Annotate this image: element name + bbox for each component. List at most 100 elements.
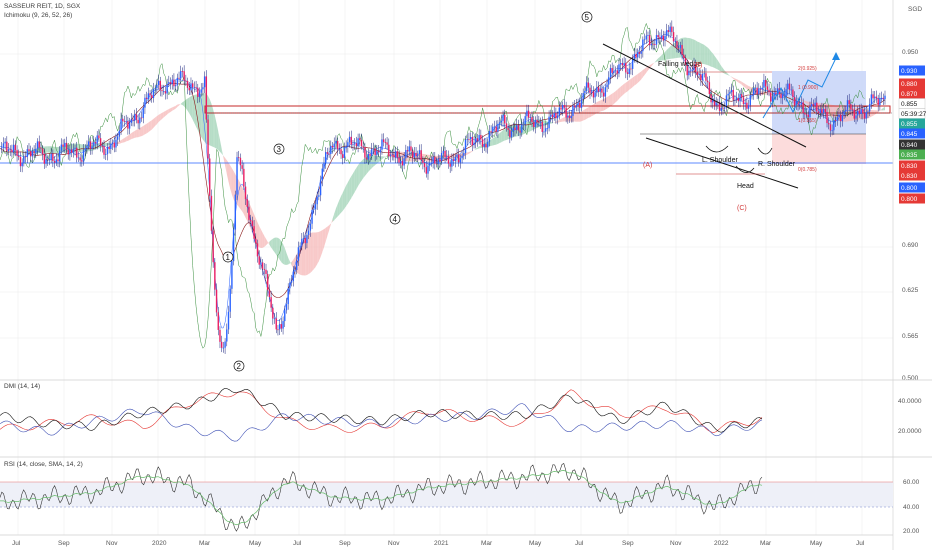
candle [730, 83, 733, 96]
candle [742, 92, 745, 110]
price-tag-label: 0.800 [901, 185, 918, 192]
candle [764, 76, 767, 93]
candle [313, 203, 315, 214]
candle-body [708, 82, 711, 95]
candle [853, 103, 856, 122]
candle [793, 91, 796, 111]
candle-body [388, 144, 390, 157]
time-axis[interactable]: Jul Sep Nov 2020 Mar May Jul Sep Nov 2021 Mar May Ju… [12, 540, 865, 547]
cloud-segment [642, 68, 645, 78]
candle [87, 135, 90, 150]
wedge-lower-line[interactable] [645, 137, 799, 189]
candle [372, 142, 375, 155]
candle [35, 143, 37, 159]
candle-body [493, 126, 496, 128]
cloud-segment [315, 232, 318, 268]
price-tag-label: 0.880 [901, 81, 918, 88]
candle [197, 83, 199, 104]
candle-body [677, 47, 680, 49]
cloud-segment [578, 112, 580, 122]
cloud-segment [368, 155, 371, 172]
long-stop-zone[interactable] [772, 134, 866, 164]
candle-body [851, 109, 854, 111]
candle-body [396, 151, 399, 158]
candle [261, 259, 264, 276]
candle [285, 297, 288, 314]
candle [498, 116, 501, 130]
cloud-segment [736, 79, 739, 83]
candle [393, 148, 395, 161]
cloud-segment [274, 237, 277, 255]
projection-path[interactable] [762, 57, 837, 119]
candle-body [606, 84, 608, 88]
candle-body [14, 144, 17, 151]
candle [621, 58, 624, 72]
candle [72, 143, 75, 158]
candle [52, 149, 54, 168]
candle-body [62, 144, 64, 147]
price-tag-label: 0.870 [901, 91, 918, 98]
cloud-segment [81, 144, 84, 152]
candle-body [722, 107, 724, 109]
cloud-segment [750, 86, 752, 93]
candle [76, 141, 78, 163]
candle [857, 106, 859, 122]
cloud-segment [168, 108, 171, 114]
candle-body [713, 100, 716, 106]
candle-body [430, 162, 433, 164]
candle-body [630, 68, 632, 70]
candle [62, 139, 64, 153]
candle-body [132, 119, 134, 121]
candle-body [401, 160, 404, 166]
candle-body [775, 92, 777, 95]
candle [800, 96, 803, 109]
candle [592, 86, 595, 103]
candle [314, 199, 317, 216]
cloud-segment [733, 77, 735, 81]
cloud-segment [107, 142, 110, 146]
candle-body [188, 87, 190, 91]
cloud-segment [673, 42, 676, 59]
candle [606, 78, 608, 93]
candle [326, 147, 329, 160]
lagging-span [0, 22, 865, 349]
candle [246, 194, 248, 213]
candle-body [637, 52, 639, 58]
candle [60, 138, 63, 155]
candle-body [372, 148, 375, 150]
candle [575, 98, 578, 112]
cloud-segment [472, 150, 475, 152]
cloud-segment [562, 117, 565, 122]
wedge-upper-line[interactable] [602, 43, 807, 148]
price-tag-label: 0.830 [901, 163, 918, 170]
candle-body [137, 119, 139, 124]
candle-body [686, 65, 688, 76]
time-label-6: Jul [293, 540, 302, 547]
candle-body [788, 83, 791, 90]
candle [306, 229, 308, 249]
candle [162, 84, 165, 95]
candle [560, 101, 562, 115]
candle [353, 138, 356, 150]
candle-body [427, 165, 429, 174]
candle-body [406, 150, 409, 152]
candle [244, 181, 247, 206]
candle [814, 98, 816, 112]
candle-body [882, 97, 884, 99]
candle [137, 114, 139, 129]
candle-body [296, 260, 298, 271]
rsi-tick-60: 60.00 [903, 479, 920, 486]
candle-body [156, 85, 158, 89]
candle-body [486, 141, 489, 148]
candle-body [205, 76, 208, 120]
candle-body [418, 150, 421, 154]
cloud-segment [192, 94, 195, 124]
candle [360, 133, 363, 150]
candle [284, 305, 286, 328]
candle [616, 65, 618, 80]
candle-body [550, 114, 552, 117]
cloud-segment [185, 98, 188, 111]
candle-body [809, 106, 811, 118]
candle-body [36, 141, 39, 149]
